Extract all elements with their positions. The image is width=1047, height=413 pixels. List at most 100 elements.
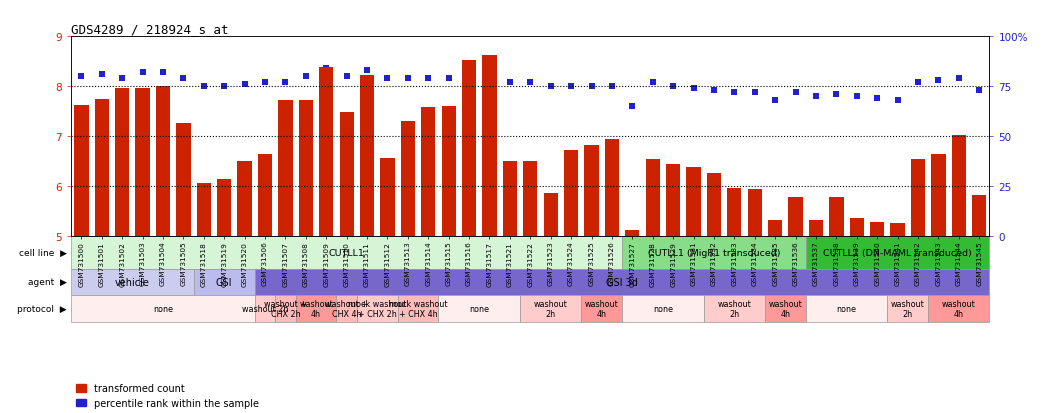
Point [726,90,742,96]
Bar [380,159,395,237]
Bar [258,154,272,237]
Bar [339,113,354,237]
Point [706,88,722,95]
Point [910,80,927,86]
Bar [398,296,439,322]
Point [420,76,437,83]
Point [297,74,314,81]
Text: CUTLL1 (MigR1 transduced): CUTLL1 (MigR1 transduced) [648,248,780,257]
Bar [687,168,700,237]
Bar [238,162,251,237]
Text: washout +
CHX 2h: washout + CHX 2h [264,299,307,318]
Bar [890,224,905,237]
Bar [135,89,150,237]
Bar [765,296,806,322]
Bar [115,89,130,237]
Bar [911,159,926,237]
Bar [176,124,191,237]
Bar [401,121,415,237]
Bar [605,140,619,237]
Bar [707,173,721,237]
Text: CUTLL1: CUTLL1 [329,248,364,257]
Bar [829,198,844,237]
Bar [357,296,398,322]
Point [624,104,641,110]
Point [257,80,273,86]
Text: GSI 3d: GSI 3d [606,277,638,287]
Bar [94,100,109,237]
Bar [71,296,254,322]
Text: none: none [653,304,673,313]
Bar [929,296,989,322]
Point [216,84,232,90]
Point [73,74,90,81]
Bar [254,296,275,322]
Point [461,72,477,78]
Text: washout 2h: washout 2h [242,304,288,313]
Bar [704,296,765,322]
Point [583,84,600,90]
Bar [421,107,436,237]
Point [685,86,701,93]
Bar [543,194,558,237]
Point [951,76,967,83]
Bar [254,269,989,296]
Point [134,70,151,76]
Text: mock washout
+ CHX 4h: mock washout + CHX 4h [388,299,447,318]
Bar [768,221,782,237]
Bar [931,154,945,237]
Point [175,76,192,83]
Text: washout +
CHX 4h: washout + CHX 4h [326,299,369,318]
Point [766,98,783,104]
Text: washout
2h: washout 2h [891,299,925,318]
Point [237,82,253,88]
Text: GDS4289 / 218924_s_at: GDS4289 / 218924_s_at [71,23,228,36]
Bar [503,162,517,237]
Bar [217,180,231,237]
Bar [295,296,336,322]
Point [379,76,396,83]
Bar [194,269,254,296]
Text: protocol  ▶: protocol ▶ [17,304,67,313]
Point [400,76,417,83]
Point [603,84,620,90]
Text: none: none [153,304,173,313]
Point [644,80,661,86]
Point [848,94,865,100]
Point [665,84,682,90]
Bar [74,106,89,237]
Point [359,68,376,74]
Bar [319,68,333,237]
Bar [462,61,476,237]
Point [869,96,886,102]
Bar [622,296,704,322]
Text: cell line  ▶: cell line ▶ [19,248,67,257]
Text: washout
2h: washout 2h [534,299,567,318]
Point [828,92,845,98]
Text: washout
4h: washout 4h [299,299,333,318]
Bar [275,296,295,322]
Point [971,88,987,95]
Point [277,80,294,86]
Bar [520,296,581,322]
Legend: transformed count, percentile rank within the sample: transformed count, percentile rank withi… [76,383,259,408]
Bar [197,184,210,237]
Bar [625,231,640,237]
Point [521,80,538,86]
Text: washout
4h: washout 4h [768,299,802,318]
Bar [622,237,806,269]
Bar [524,161,537,237]
Text: vehicle: vehicle [115,277,150,287]
Text: none: none [837,304,856,313]
Bar [71,237,622,269]
Bar [360,76,374,237]
Bar [279,101,292,237]
Point [562,84,579,90]
Bar [156,87,171,237]
Point [787,90,804,96]
Bar [888,296,929,322]
Bar [806,237,989,269]
Bar [298,101,313,237]
Bar [850,219,864,237]
Text: mock washout
+ CHX 2h: mock washout + CHX 2h [348,299,406,318]
